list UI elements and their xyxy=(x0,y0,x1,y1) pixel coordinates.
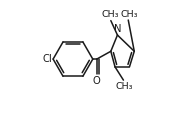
Text: CH₃: CH₃ xyxy=(101,10,119,19)
Text: Cl: Cl xyxy=(42,54,52,64)
Text: O: O xyxy=(93,76,101,86)
Text: CH₃: CH₃ xyxy=(115,82,133,91)
Text: N: N xyxy=(114,24,121,34)
Text: CH₃: CH₃ xyxy=(120,10,138,19)
